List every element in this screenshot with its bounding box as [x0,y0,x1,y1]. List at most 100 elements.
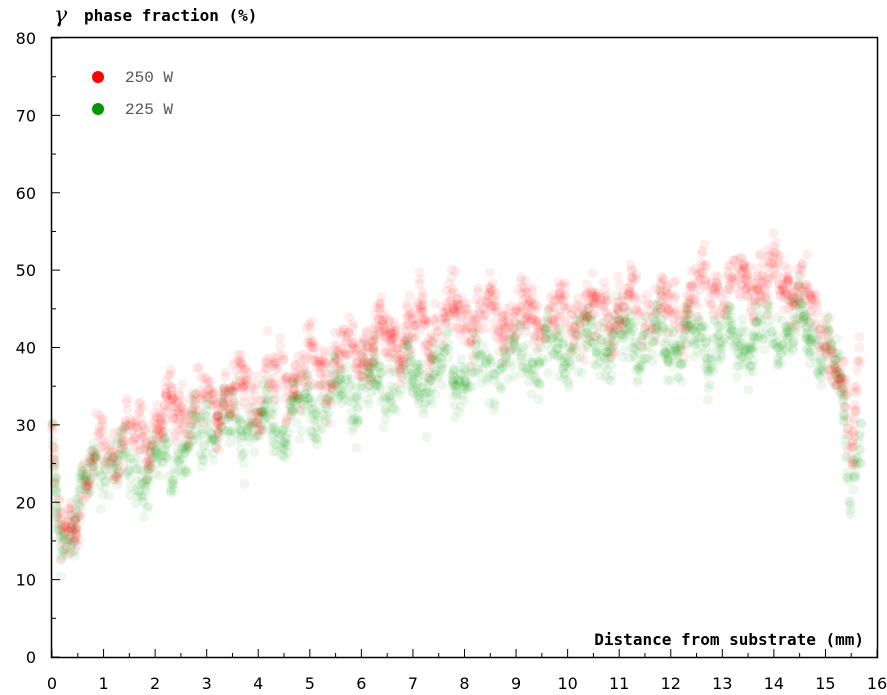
point-250w [802,249,813,260]
point-225w [85,486,96,497]
point-250w [510,303,521,314]
point-225w [831,354,842,365]
point-225w [606,359,617,370]
point-225w [849,454,860,465]
point-250w [395,365,406,376]
point-250w [603,294,614,305]
point-225w [154,470,165,481]
point-250w [422,346,433,357]
point-250w [466,340,477,351]
point-225w [772,331,783,341]
point-225w [804,334,814,345]
point-225w [55,532,66,543]
point-250w [790,300,801,311]
point-225w [528,357,539,368]
point-225w [496,358,507,369]
point-225w [380,394,391,405]
point-225w [714,321,725,332]
point-225w [596,334,607,345]
point-225w [219,385,230,396]
point-250w [239,397,250,408]
point-225w [821,323,832,334]
point-225w [165,483,176,494]
point-225w [835,367,846,378]
point-250w [778,283,789,294]
point-225w [121,443,132,454]
point-225w [196,429,207,440]
point-225w [52,513,63,524]
point-250w [49,442,59,453]
point-225w [197,450,207,461]
point-225w [95,471,106,482]
point-250w [243,367,254,378]
point-250w [520,275,531,286]
point-225w [605,333,615,343]
point-250w [847,460,858,470]
point-250w [148,440,159,451]
point-250w [413,300,424,310]
point-250w [153,413,164,424]
point-250w [747,296,758,307]
point-225w [839,391,850,401]
point-250w [560,281,571,292]
point-250w [220,382,230,393]
point-250w [549,302,560,313]
point-225w [570,343,581,354]
point-250w [848,426,859,437]
point-225w [187,404,198,415]
point-225w [99,482,110,493]
point-250w [186,430,197,441]
point-225w [625,319,636,330]
point-225w [790,327,801,338]
point-225w [701,332,711,343]
point-225w [352,390,362,401]
point-225w [659,323,670,334]
point-225w [677,334,687,345]
point-250w [478,316,489,326]
point-225w [289,380,299,391]
point-250w [379,308,390,319]
point-250w [629,292,640,303]
point-225w [125,472,136,483]
point-250w [284,390,295,401]
point-250w [224,408,235,419]
point-225w [788,337,799,348]
point-250w [212,411,223,422]
point-225w [467,381,478,392]
point-250w [156,421,166,432]
point-225w [290,375,301,386]
point-225w [295,393,306,404]
point-225w [419,389,430,400]
point-225w [804,317,815,328]
point-225w [631,365,642,376]
point-250w [374,303,385,314]
point-225w [439,342,450,353]
point-225w [795,303,806,314]
point-250w [832,366,843,377]
point-225w [375,360,386,371]
point-225w [789,336,800,347]
point-225w [734,341,745,352]
point-225w [57,546,68,557]
point-250w [121,418,132,428]
point-250w [799,290,810,300]
point-225w [515,352,526,363]
point-250w [829,362,840,373]
point-225w [258,410,269,421]
point-225w [402,336,413,346]
point-250w [479,303,490,314]
point-225w [572,331,583,341]
point-225w [406,379,417,390]
point-225w [481,348,492,359]
point-225w [56,551,67,562]
point-250w [269,395,280,406]
point-250w [64,503,75,513]
point-225w [660,348,671,359]
point-225w [275,429,286,440]
point-250w [448,303,459,314]
point-225w [564,362,574,373]
point-225w [724,328,735,339]
point-225w [321,410,332,421]
point-225w [346,373,357,384]
point-225w [419,399,430,410]
